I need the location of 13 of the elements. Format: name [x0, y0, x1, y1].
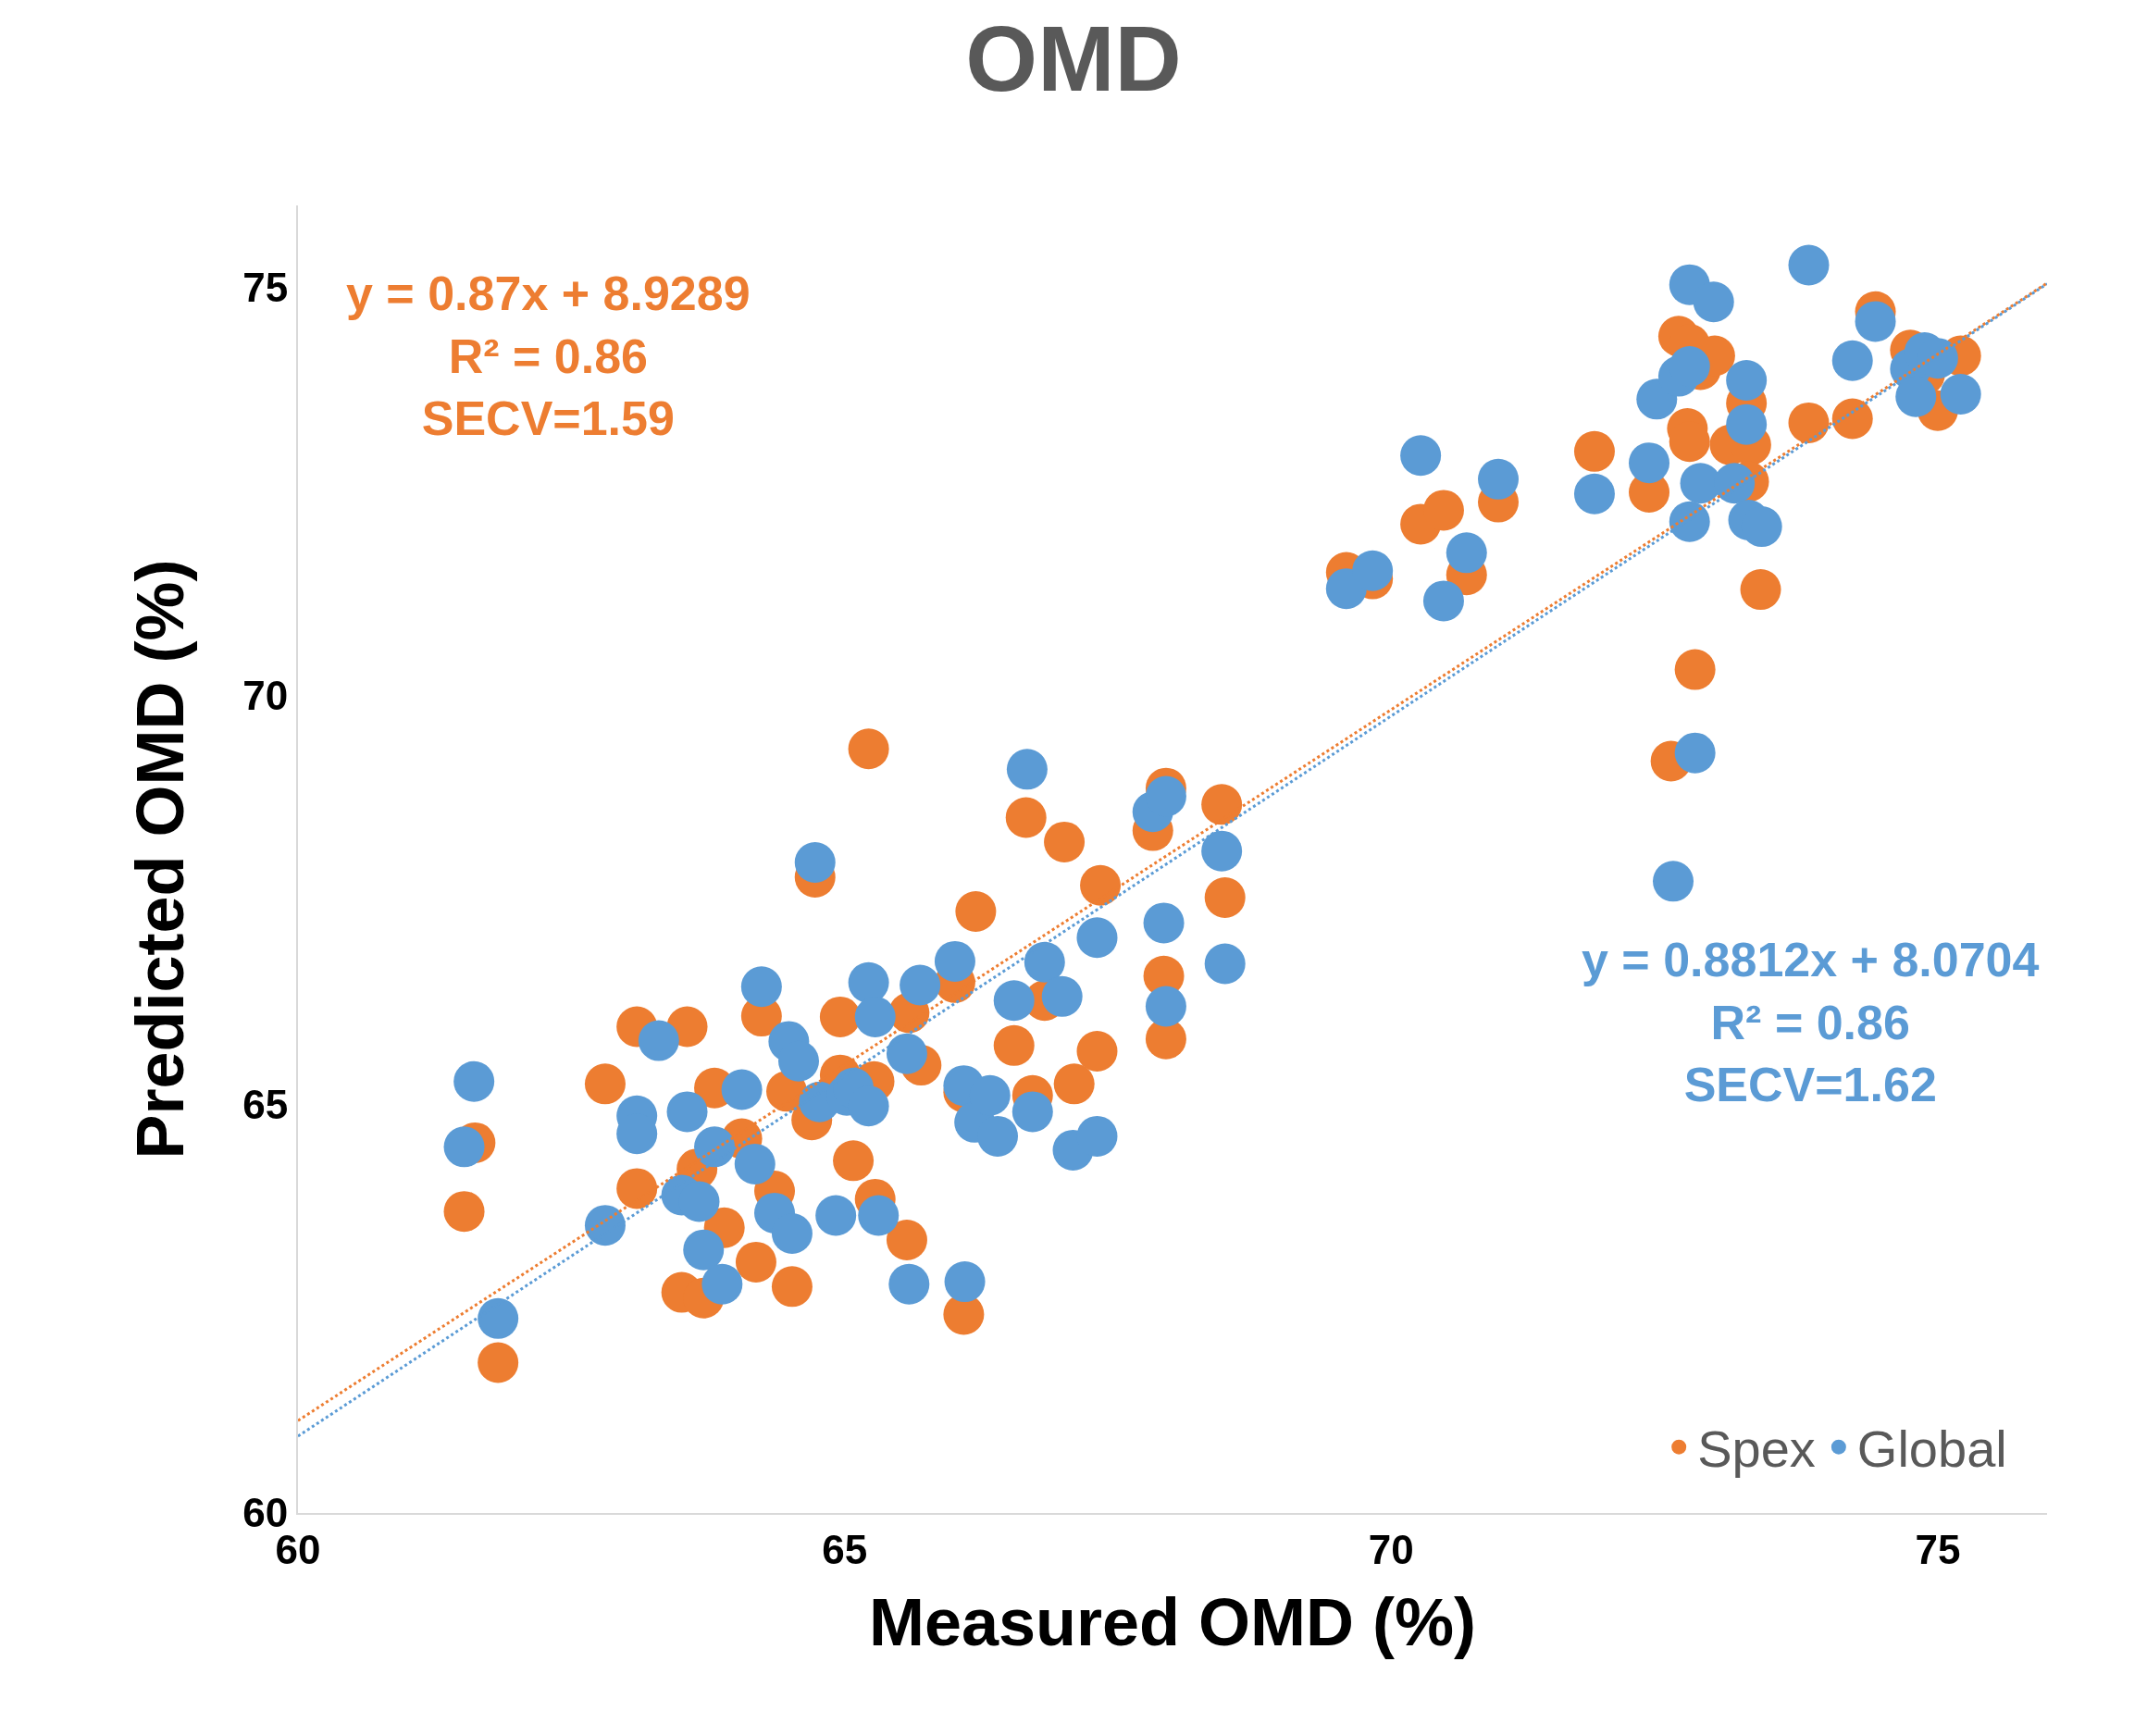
y-tick-label: 65 [242, 1081, 289, 1127]
legend-label: Spex [1697, 1420, 1816, 1479]
annotation: y = 0.87x + 8.9289 R² = 0.86 SECV=1.59 [346, 267, 751, 446]
y-tick-label: 70 [242, 673, 289, 719]
chart-title: OMD [965, 6, 1182, 111]
annotation: y = 0.8812x + 8.0704 R² = 0.86 SECV=1.62 [1582, 933, 2040, 1112]
x-tick-label: 75 [1915, 1526, 1961, 1572]
legend-label: Global [1856, 1420, 2007, 1479]
x-tick-label: 70 [1368, 1526, 1414, 1572]
y-axis-title: Predicted OMD (%) [123, 559, 198, 1159]
x-tick-label: 65 [822, 1526, 868, 1572]
y-tick-label: 75 [242, 264, 289, 310]
x-axis-title: Measured OMD (%) [868, 1585, 1477, 1660]
